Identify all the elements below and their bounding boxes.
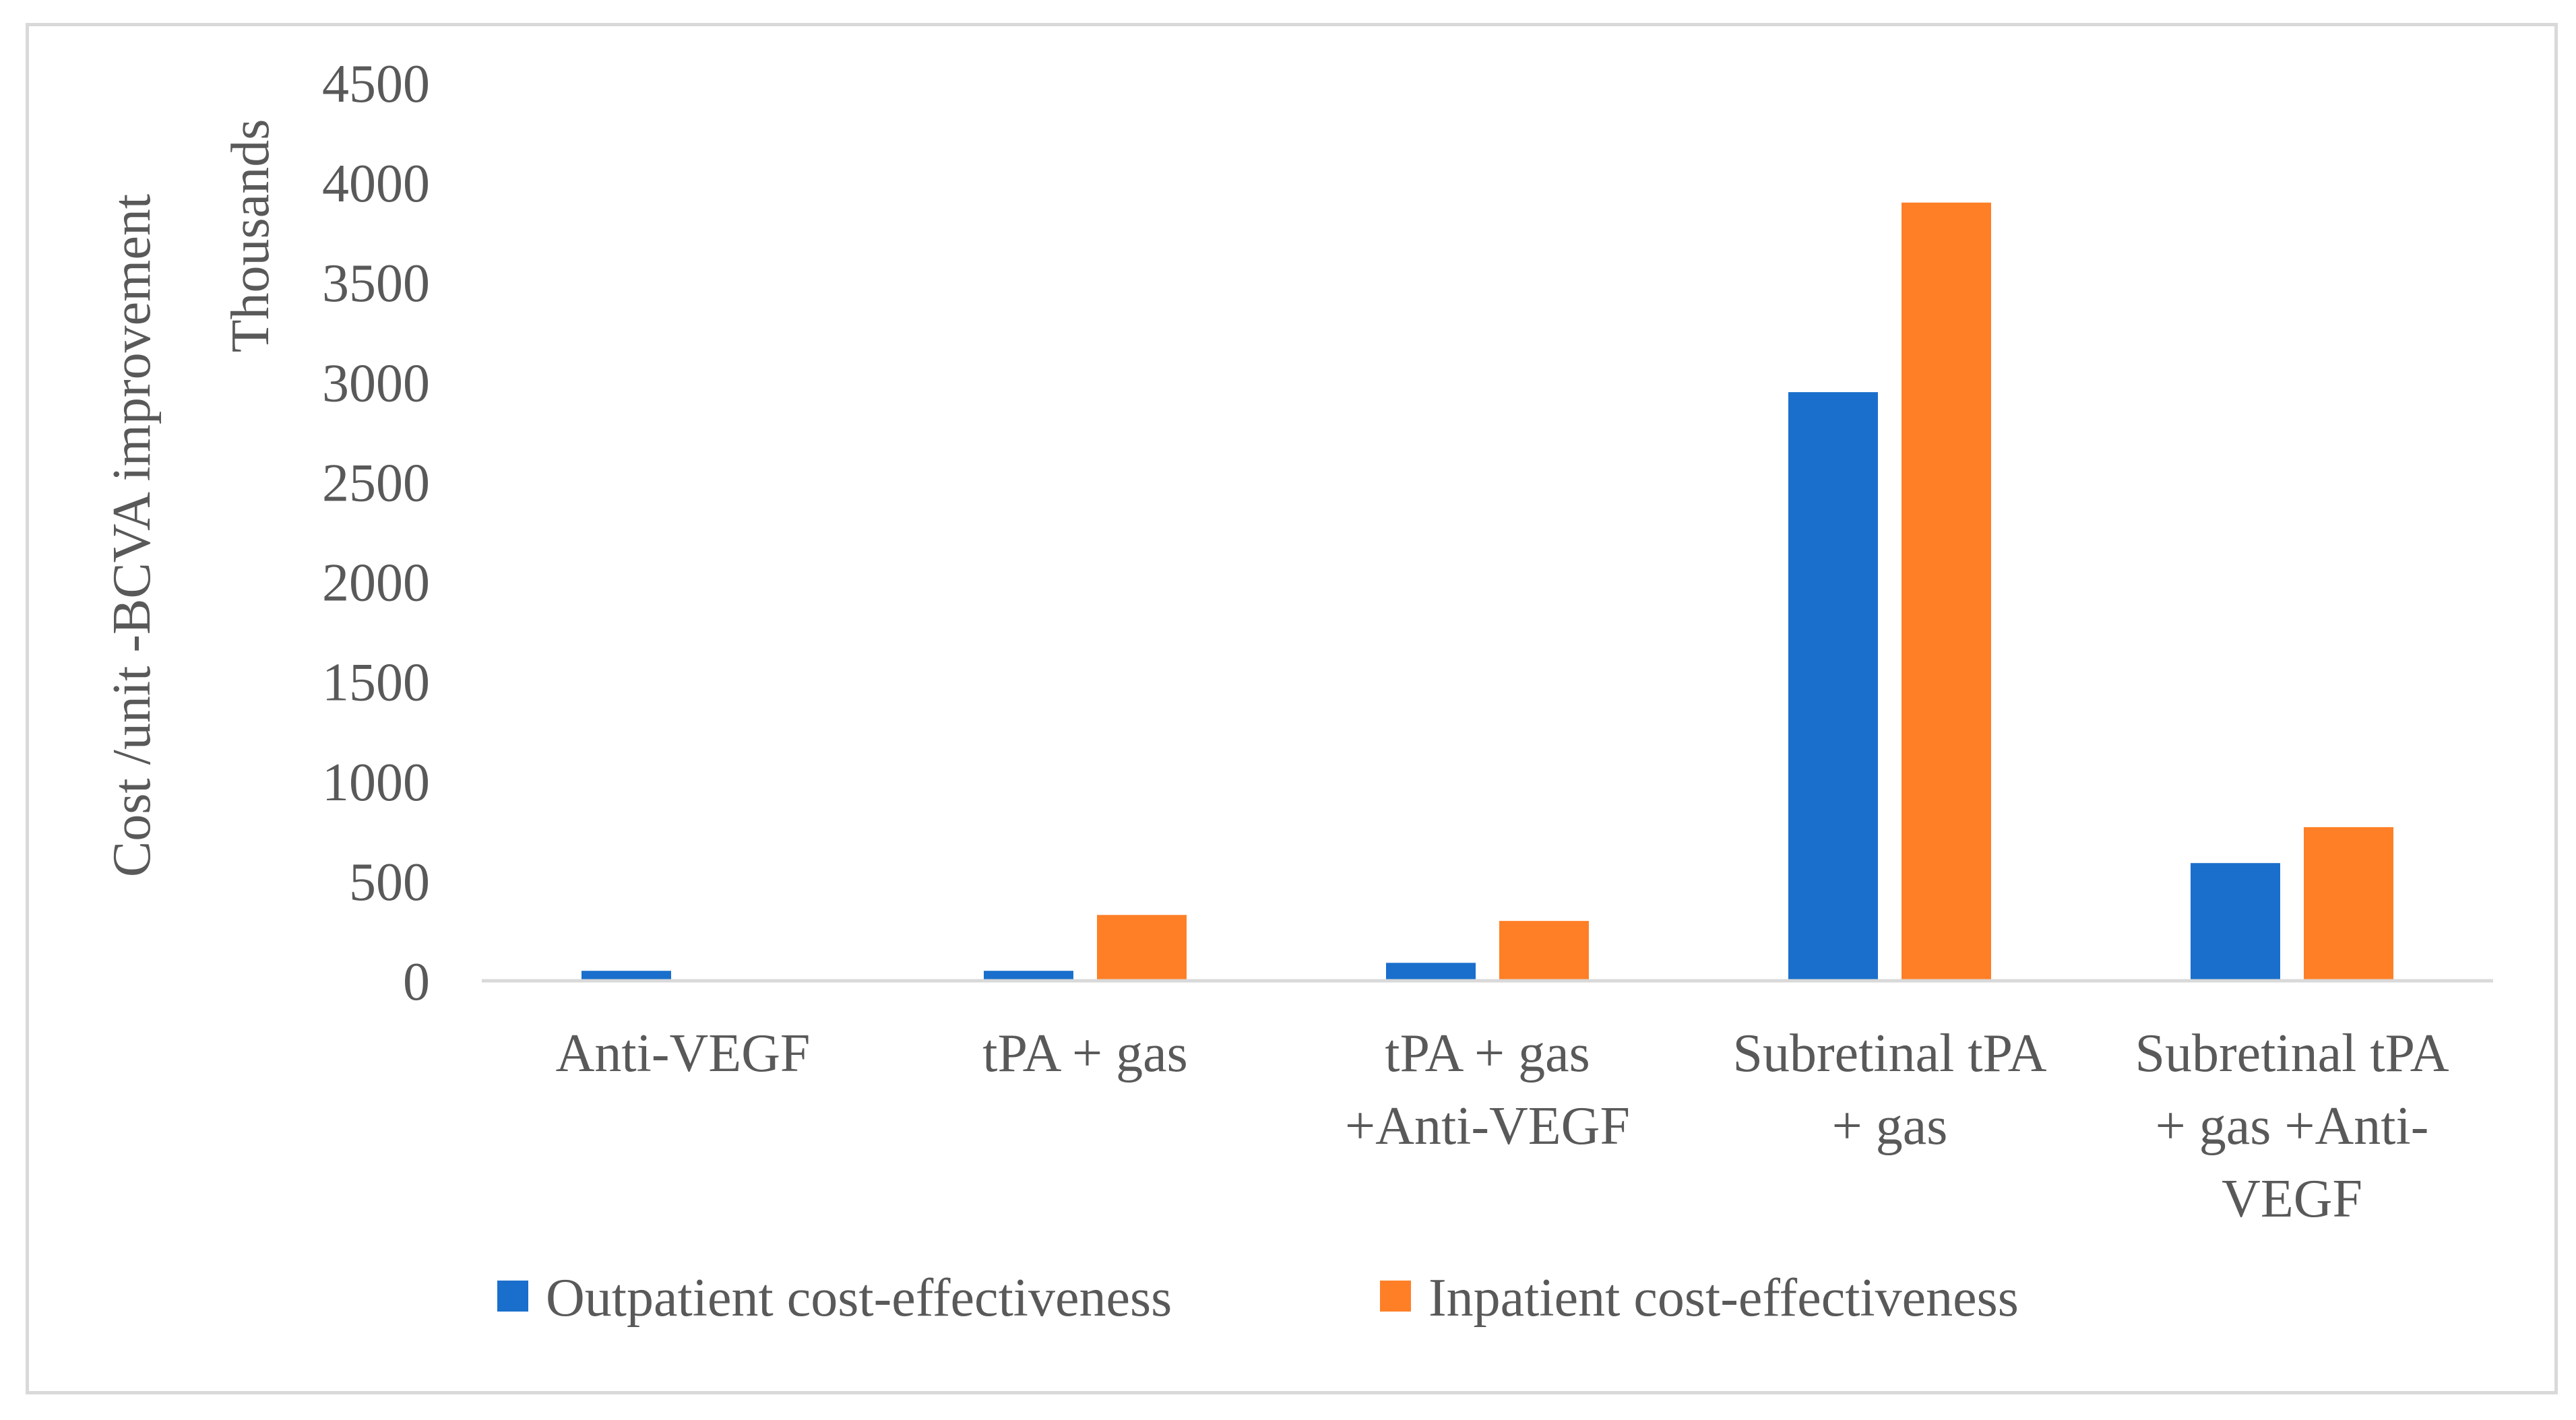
- legend-swatch-inpatient: [1380, 1281, 1411, 1312]
- y-axis-ticks: 0 500 1000 1500 2000 2500 3000 3500 4000 4500: [322, 55, 430, 1012]
- x-category-label: Subretinal tPA + gas: [1733, 1024, 2047, 1156]
- bar-inpatient-4: [2304, 827, 2393, 981]
- y-tick-label: 1000: [322, 753, 430, 812]
- legend-label-inpatient: Inpatient cost-effectiveness: [1428, 1268, 2019, 1328]
- x-category-label-line: + gas: [1832, 1097, 1948, 1156]
- axis-titles: Cost /unit -BCVA improvement Thousands: [102, 119, 280, 877]
- bar-outpatient-2: [1386, 963, 1476, 981]
- y-tick-label: 3000: [322, 354, 430, 413]
- bar-outpatient-4: [2191, 863, 2280, 981]
- bar-inpatient-2: [1499, 921, 1589, 981]
- x-category-label: Subretinal tPA + gas +Anti- VEGF: [2135, 1024, 2449, 1229]
- legend-swatch-outpatient: [497, 1281, 528, 1312]
- legend: Outpatient cost-effectiveness Inpatient c…: [497, 1268, 2019, 1328]
- x-category-label-line: Subretinal tPA: [2135, 1024, 2449, 1083]
- y-tick-label: 1500: [322, 653, 430, 713]
- x-category-label-line: Anti-VEGF: [556, 1024, 811, 1083]
- x-category-label: tPA + gas +Anti-VEGF: [1345, 1024, 1630, 1156]
- bar-inpatient-1: [1097, 915, 1187, 981]
- y-tick-label: 3500: [322, 254, 430, 313]
- y-tick-label: 2500: [322, 453, 430, 513]
- x-category-label-line: Subretinal tPA: [1733, 1024, 2047, 1083]
- x-category-label-line: tPA + gas: [982, 1024, 1188, 1083]
- y-axis-units-label: Thousands: [221, 119, 280, 353]
- y-tick-label: 0: [403, 953, 430, 1012]
- x-category-label-line: + gas +Anti-: [2156, 1097, 2429, 1156]
- y-tick-label: 4500: [322, 55, 430, 114]
- bar-outpatient-0: [582, 971, 671, 981]
- bar-inpatient-3: [1902, 202, 1991, 981]
- x-category-label-line: +Anti-VEGF: [1345, 1097, 1630, 1156]
- chart-frame: [26, 23, 2558, 1394]
- y-tick-label: 2000: [322, 554, 430, 613]
- y-tick-label: 500: [349, 853, 430, 912]
- legend-label-outpatient: Outpatient cost-effectiveness: [546, 1268, 1172, 1328]
- x-category-label: Anti-VEGF: [556, 1024, 811, 1083]
- bars: [582, 202, 2393, 981]
- bar-outpatient-1: [984, 971, 1073, 981]
- y-axis-title: Cost /unit -BCVA improvement: [102, 194, 162, 877]
- x-category-label-line: tPA + gas: [1385, 1024, 1590, 1083]
- x-category-label: tPA + gas: [982, 1024, 1188, 1083]
- y-tick-label: 4000: [322, 154, 430, 214]
- bar-outpatient-3: [1788, 392, 1878, 981]
- x-axis-categories: Anti-VEGF tPA + gas tPA + gas +Anti-VEGF Sub…: [556, 1024, 2449, 1229]
- x-category-label-line: VEGF: [2222, 1169, 2362, 1229]
